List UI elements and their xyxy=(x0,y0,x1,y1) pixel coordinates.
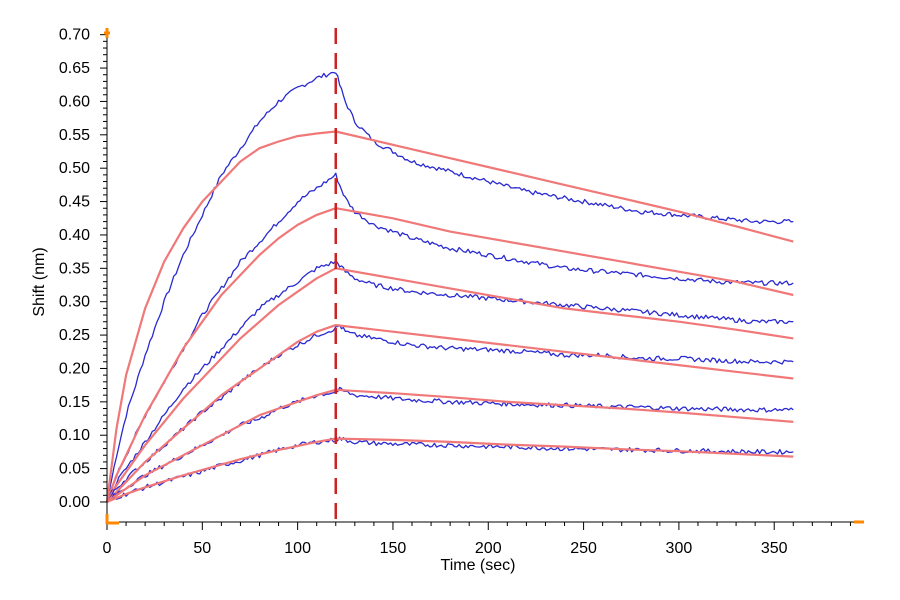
x-tick-label: 200 xyxy=(475,540,502,557)
y-tick-label: 0.10 xyxy=(59,427,90,444)
y-tick-label: 0.20 xyxy=(59,360,90,377)
fit-curve-5 xyxy=(106,388,794,503)
axis-accent-marks xyxy=(104,28,864,525)
measured-curve-2 xyxy=(106,172,794,503)
y-tick-label: 0.45 xyxy=(59,194,90,211)
y-tick-label: 0.35 xyxy=(59,260,90,277)
fit-curve-2 xyxy=(105,207,794,503)
y-axis-title: Shift (nm) xyxy=(31,247,48,316)
fit-curve-1 xyxy=(105,130,794,503)
y-tick-label: 0.15 xyxy=(59,394,90,411)
y-tick-label: 0.25 xyxy=(59,327,90,344)
y-tick-label: 0.00 xyxy=(59,494,90,511)
x-tick-label: 150 xyxy=(380,540,407,557)
y-tick-label: 0.40 xyxy=(59,227,90,244)
y-tick-label: 0.55 xyxy=(59,127,90,144)
x-ticks: 0 50 100 150 200 250 300 350 xyxy=(103,522,851,557)
measured-curve-6 xyxy=(106,436,794,503)
x-axis-title: Time (sec) xyxy=(441,557,516,574)
y-tick-label: 0.70 xyxy=(59,27,90,44)
x-tick-label: 350 xyxy=(761,540,788,557)
y-ticks: 0.00 0.05 0.10 0.15 0.20 0.25 0.30 0.35 0.40 0.45… xyxy=(59,27,107,511)
y-tick-label: 0.30 xyxy=(59,294,90,311)
x-tick-label: 250 xyxy=(570,540,597,557)
y-tick-label: 0.05 xyxy=(59,461,90,478)
x-tick-label: 100 xyxy=(284,540,311,557)
fit-curve-3 xyxy=(106,267,794,503)
series-layer xyxy=(105,71,794,504)
x-tick-label: 300 xyxy=(666,540,693,557)
fit-curve-4 xyxy=(106,324,794,503)
measured-curve-4 xyxy=(106,324,794,503)
x-tick-label: 50 xyxy=(193,540,211,557)
fit-curve-6 xyxy=(106,437,794,504)
y-tick-label: 0.65 xyxy=(59,60,90,77)
x-tick-label: 0 xyxy=(103,540,112,557)
y-tick-label: 0.60 xyxy=(59,93,90,110)
measured-curve-1 xyxy=(106,71,794,503)
y-tick-label: 0.50 xyxy=(59,160,90,177)
measured-curve-3 xyxy=(106,260,794,503)
